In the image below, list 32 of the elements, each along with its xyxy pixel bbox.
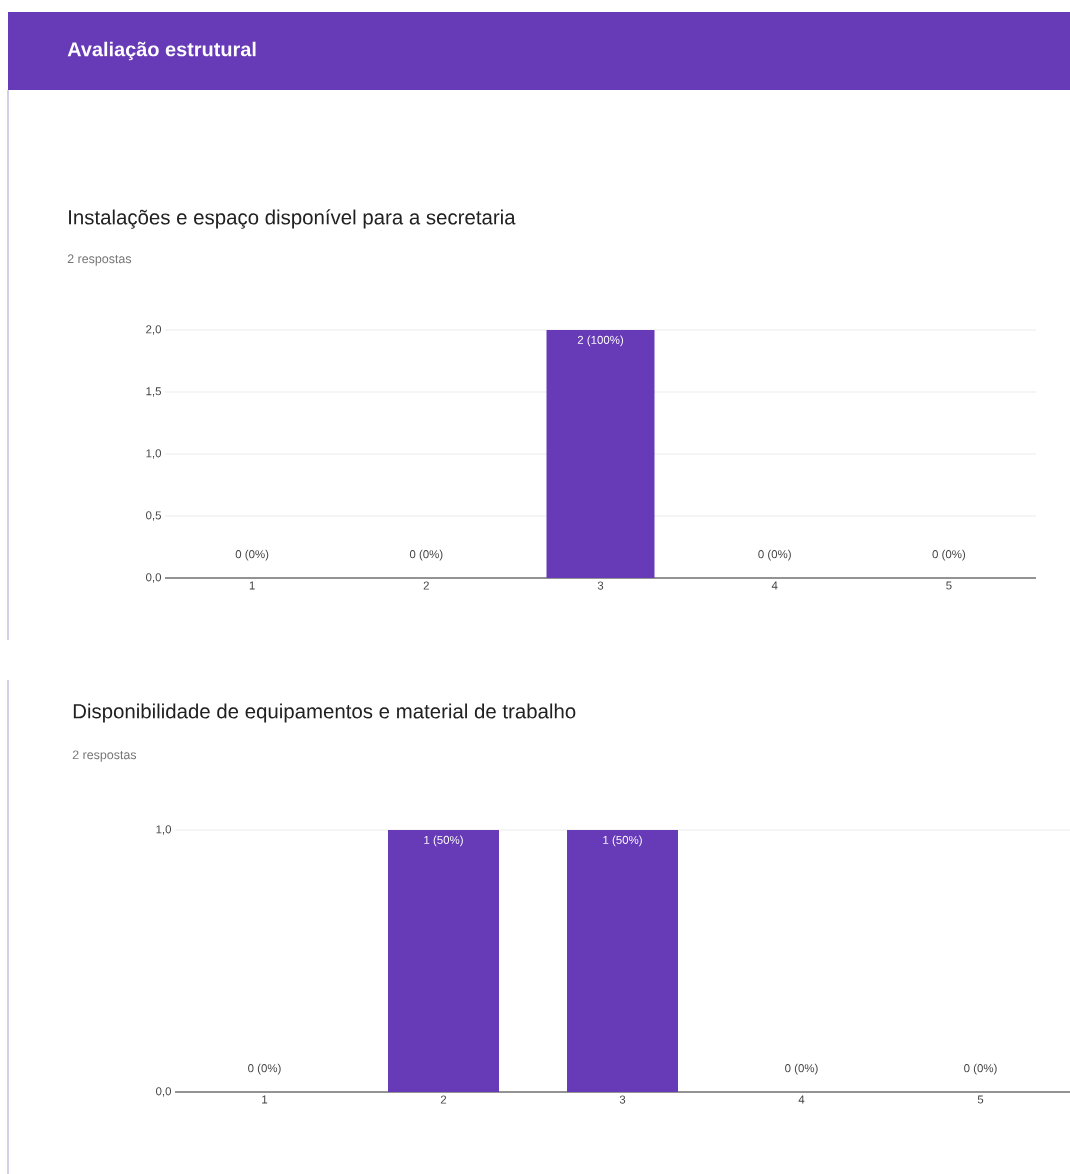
chart-subtitle: 2 respostas	[67, 254, 132, 266]
data-label: 0 (0%)	[248, 1063, 281, 1075]
x-tick-label: 3	[619, 1095, 626, 1104]
y-tick-label: 1,5	[146, 387, 161, 397]
x-tick-label: 2	[423, 581, 429, 590]
chart-title: Instalações e espaço disponível para a secretaria	[69, 209, 516, 229]
chart-title: Disponibilidade de equipamentos e material de trabalho	[73, 703, 576, 723]
x-tick-label: 4	[798, 1095, 805, 1104]
y-tick-label: 0,5	[146, 511, 161, 521]
x-tick-label: 4	[771, 581, 778, 590]
data-label: 1 (50%)	[603, 835, 642, 847]
x-tick-label: 3	[597, 581, 604, 590]
x-tick-label: 1	[249, 581, 255, 590]
y-tick-label: 0,0	[146, 573, 162, 583]
chart-subtitle: 2 respostas	[72, 750, 137, 762]
data-label: 0 (0%)	[785, 1063, 818, 1075]
x-tick-label: 2	[440, 1095, 447, 1104]
y-tick-label: 1,0	[146, 449, 162, 459]
data-label: 0 (0%)	[409, 549, 443, 561]
data-label: 0 (0%)	[235, 549, 269, 561]
x-tick-label: 5	[977, 1095, 984, 1104]
x-tick-label: 5	[946, 581, 952, 590]
data-label: 2 (100%)	[577, 335, 624, 347]
text: Avaliação estrutural	[67, 41, 256, 61]
data-label: 0 (0%)	[758, 549, 791, 561]
data-label: 1 (50%)	[424, 835, 463, 847]
data-label: 0 (0%)	[932, 549, 966, 561]
x-tick-label: 1	[262, 1095, 268, 1104]
data-label: 0 (0%)	[964, 1063, 997, 1075]
y-tick-label: 1,0	[156, 825, 172, 835]
y-tick-label: 2,0	[146, 325, 162, 335]
y-tick-label: 0,0	[156, 1087, 172, 1097]
